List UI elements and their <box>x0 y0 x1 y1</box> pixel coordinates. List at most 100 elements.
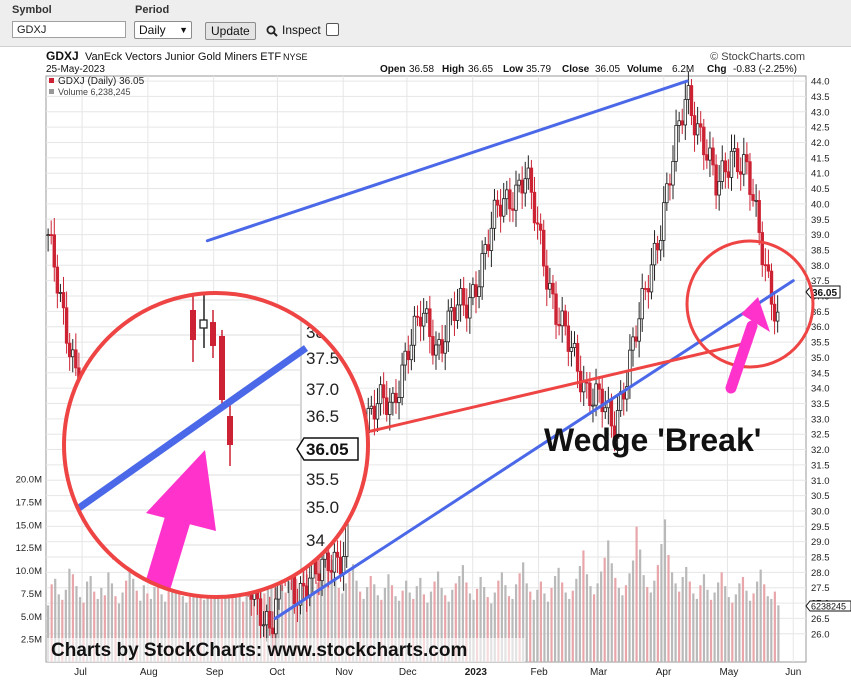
trend-lines <box>205 79 795 620</box>
volume-bar <box>444 595 447 662</box>
zoom-tick-label: 35.5 <box>306 470 339 489</box>
volume-bar <box>465 582 468 662</box>
candle-body <box>501 198 506 217</box>
legend-volume-swatch <box>49 89 54 94</box>
candle-body <box>563 310 567 327</box>
candle-body <box>486 244 491 251</box>
candle-body <box>268 611 272 629</box>
volume-bar <box>156 573 160 662</box>
volume-bar <box>553 576 557 662</box>
candle-body <box>505 189 509 200</box>
candle-body <box>378 384 383 405</box>
volume-bar <box>763 584 766 662</box>
candle-body <box>397 397 401 403</box>
candle-body <box>298 582 303 606</box>
zoom-tick-label: 35.0 <box>306 498 339 517</box>
candle-body <box>428 308 432 337</box>
candle-body <box>341 556 346 575</box>
volume-bar <box>621 595 624 662</box>
period-label: Period <box>135 4 170 16</box>
volume-bar <box>344 583 348 662</box>
price-tick-label: 35.5 <box>811 338 830 349</box>
volume-bar <box>362 598 365 662</box>
candle-body <box>437 339 441 346</box>
volume-bar <box>426 602 429 662</box>
volume-bar <box>171 581 174 662</box>
volume-bar <box>383 587 387 662</box>
volume-bar <box>181 596 184 662</box>
candle-body <box>628 349 632 388</box>
volume-tick-label: 20.0M <box>16 475 42 486</box>
candle-body <box>739 171 743 175</box>
candle-body <box>662 202 666 241</box>
volume-bar <box>497 580 500 662</box>
price-tick-label: 30.0 <box>811 506 830 517</box>
price-tick-label: 40.0 <box>811 199 830 210</box>
volume-bar <box>514 584 518 662</box>
volume-bar <box>227 583 231 662</box>
volume-bar <box>674 583 677 662</box>
volume-bar <box>188 591 192 662</box>
candle-body <box>763 264 768 267</box>
candle-body <box>471 284 475 299</box>
volume-bar <box>468 593 472 662</box>
volume-bar <box>663 519 667 662</box>
candle-body <box>58 292 63 294</box>
volume-axis: 20.0M 17.5M 15.0M 12.5M 10.0M 7.5M 5.0M 2.5M <box>16 475 42 646</box>
price-tick-label: 31.0 <box>811 476 830 487</box>
volume-bar <box>507 596 511 662</box>
volume-bar <box>568 598 571 662</box>
date-tick-label: Sep <box>206 667 224 678</box>
volume-tick-label: 15.0M <box>16 520 42 531</box>
candle-body <box>431 336 435 356</box>
volume-bar <box>355 580 358 662</box>
volume-bar <box>54 578 57 662</box>
candle-body <box>261 624 266 627</box>
candle-body <box>455 304 460 321</box>
inspect-checkbox[interactable] <box>326 23 339 36</box>
price-tick-label: 44.0 <box>811 77 830 88</box>
volume-bar <box>578 566 581 662</box>
volume-bar <box>454 583 457 662</box>
candle-body <box>723 160 728 173</box>
candle-body <box>492 199 497 229</box>
candle-body <box>588 382 592 407</box>
date-tick-label: Feb <box>531 667 549 678</box>
date-tick-label: Apr <box>656 667 672 678</box>
volume-bar <box>57 594 60 662</box>
volume-bar <box>522 562 525 662</box>
volume-bar <box>422 594 425 662</box>
chg-label: Chg <box>707 64 726 75</box>
volume-bar <box>203 599 206 662</box>
price-tick-label: 32.0 <box>811 445 830 456</box>
candle-body <box>772 303 777 322</box>
volume-bar <box>100 587 103 662</box>
low-value: 35.79 <box>526 64 551 75</box>
update-button[interactable]: Update <box>205 22 256 40</box>
candle-body <box>720 160 724 182</box>
volume-bar <box>724 586 727 662</box>
volume-tick-label: 5.0M <box>21 612 42 623</box>
volume-bar <box>334 576 337 662</box>
date-tick-label: Jul <box>74 667 87 678</box>
exchange-label: NYSE <box>283 52 308 62</box>
volume-bar <box>142 585 145 662</box>
candle-body <box>692 115 697 136</box>
volume-bar <box>213 582 216 662</box>
candle-body <box>557 324 561 327</box>
price-tick-label: 26.5 <box>811 614 830 625</box>
candle-body <box>304 585 309 598</box>
volume-bar <box>699 585 702 662</box>
symbol-input[interactable]: GDXJ <box>12 21 126 38</box>
zoom-arrow-icon <box>145 450 216 589</box>
date-tick-label: Dec <box>399 667 417 678</box>
candle-body <box>67 342 72 358</box>
volume-bar <box>461 565 464 662</box>
period-select[interactable]: Daily ▼ <box>134 21 192 39</box>
close-label: Close <box>562 64 590 75</box>
candle-body <box>625 386 629 400</box>
volume-bar <box>199 597 202 662</box>
volume-bar <box>617 587 620 662</box>
price-tick-label: 42.5 <box>811 123 830 134</box>
date-label: 25-May-2023 <box>46 64 105 75</box>
